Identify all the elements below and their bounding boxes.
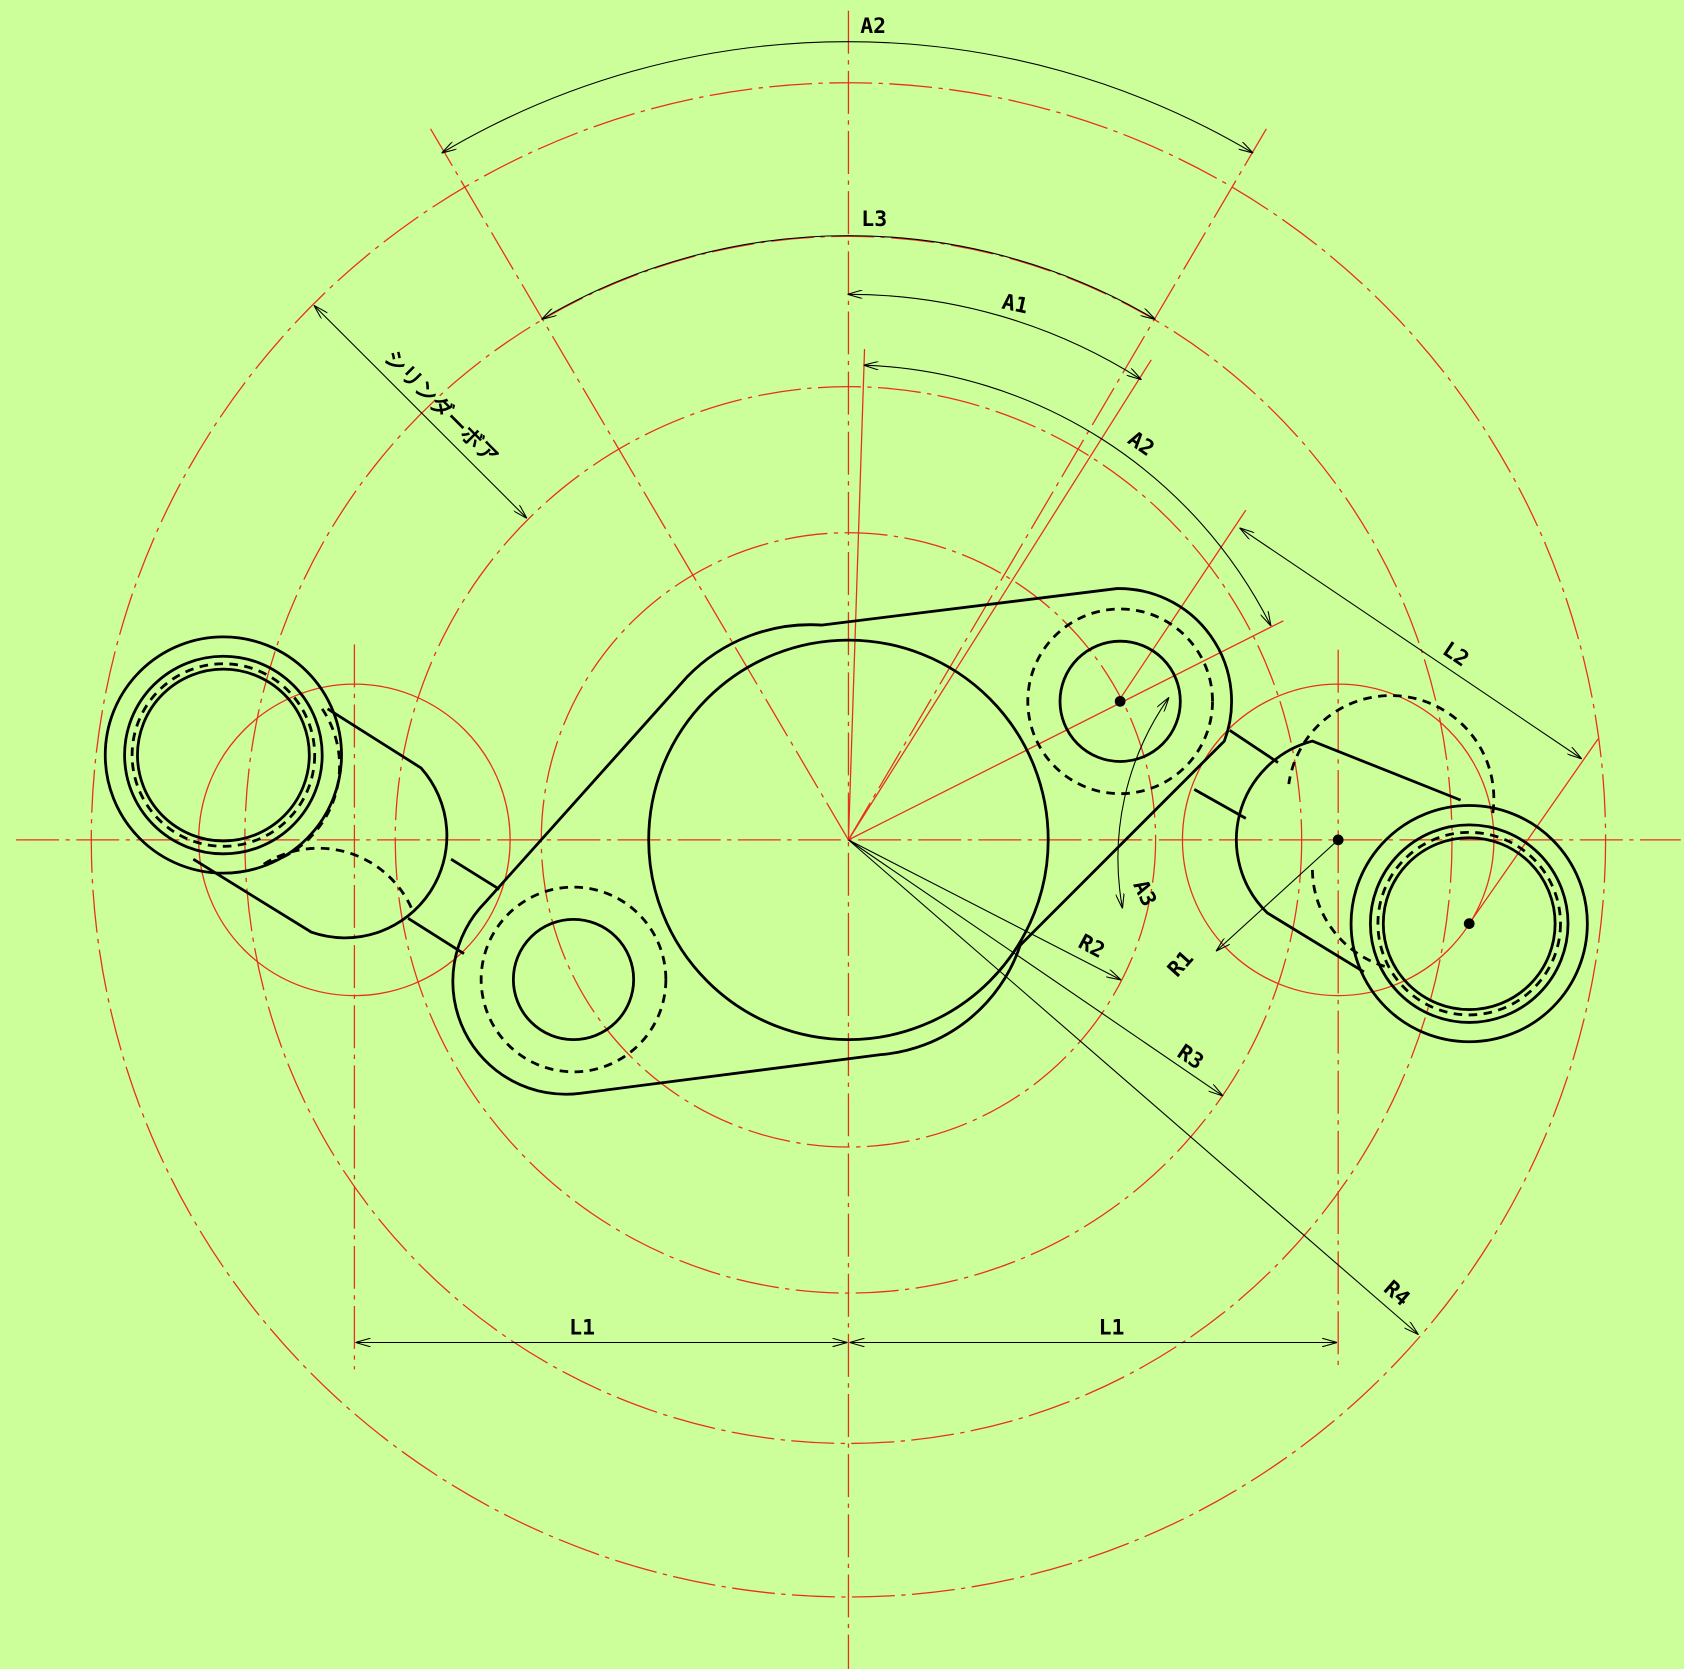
label: A3 <box>1127 876 1161 910</box>
label: R1 <box>1163 946 1199 982</box>
drawing: A2 L3 A1 A2 シリンダーボア L2 A3 R2 R1 R3 R4 L1… <box>0 0 1684 1669</box>
label: シリンダーボア <box>379 345 504 470</box>
center-dot <box>1464 918 1475 929</box>
label: R3 <box>1173 1040 1208 1075</box>
dimension-labels: A2 L3 A1 A2 シリンダーボア L2 A3 R2 R1 R3 R4 L1… <box>379 14 1474 1341</box>
center-dot <box>1115 696 1126 707</box>
label: A2 <box>860 14 886 39</box>
label: L1 <box>569 1316 595 1341</box>
label: A1 <box>1000 290 1030 320</box>
label: L3 <box>861 207 887 232</box>
label: R4 <box>1379 1276 1415 1312</box>
label: L1 <box>1099 1316 1125 1341</box>
dimension-lines <box>315 42 1581 1343</box>
label: L2 <box>1438 637 1473 672</box>
part-outline <box>105 589 1587 1095</box>
